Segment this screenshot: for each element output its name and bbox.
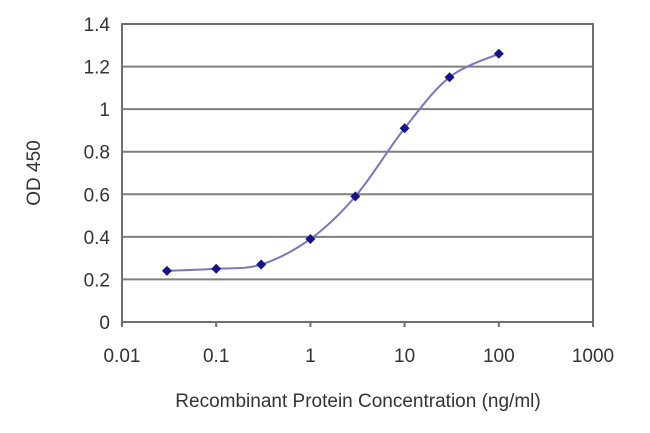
y-tick-label: 0 xyxy=(99,313,110,334)
y-tick-label: 1.4 xyxy=(84,15,111,36)
x-tick-label: 0.1 xyxy=(203,346,229,367)
x-tick-label: 0.01 xyxy=(104,346,141,367)
diamond-marker-icon xyxy=(256,259,267,270)
x-axis-tick-labels: 0.01 0.1 1 10 100 1000 xyxy=(104,346,615,367)
diamond-marker-icon xyxy=(493,48,504,59)
y-axis-title: OD 450 xyxy=(24,140,45,205)
x-tick-label: 1 xyxy=(305,346,316,367)
y-tick-label: 0.8 xyxy=(84,143,110,164)
x-tick-label: 1000 xyxy=(572,346,614,367)
diamond-marker-icon xyxy=(161,265,172,276)
diamond-marker-icon xyxy=(211,263,222,274)
plot-area xyxy=(121,23,594,323)
data-point-markers xyxy=(161,48,504,276)
x-axis-title: Recombinant Protein Concentration (ng/ml… xyxy=(175,391,540,412)
y-tick-label: 1.2 xyxy=(84,58,110,79)
y-tick-label: 1 xyxy=(99,100,110,121)
y-tick-label: 0.6 xyxy=(84,185,110,206)
diamond-marker-icon xyxy=(305,233,316,244)
data-series-line xyxy=(166,52,500,272)
y-axis-tick-labels: 0 0.2 0.4 0.6 0.8 1 1.2 1.4 xyxy=(84,15,111,334)
x-tick-label: 10 xyxy=(394,346,415,367)
diamond-marker-icon xyxy=(350,191,361,202)
y-tick-label: 0.2 xyxy=(84,270,110,291)
diamond-marker-icon xyxy=(444,72,455,83)
y-tick-label: 0.4 xyxy=(84,228,111,249)
gridlines xyxy=(122,65,593,281)
x-axis-ticks xyxy=(121,322,594,327)
diamond-marker-icon xyxy=(399,123,410,134)
x-tick-label: 100 xyxy=(483,346,515,367)
